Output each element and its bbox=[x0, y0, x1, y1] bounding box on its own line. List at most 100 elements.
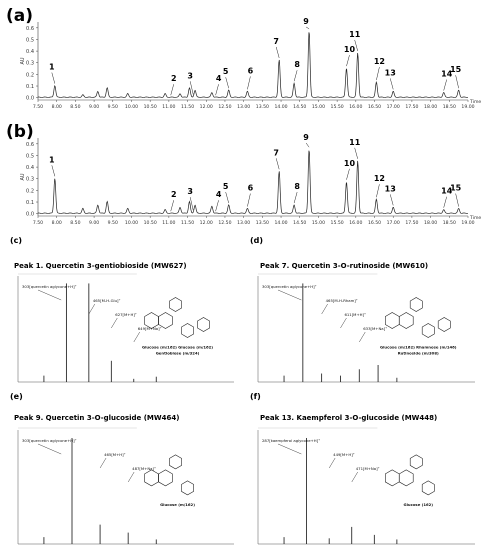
ion-annotation: 471[M+Na]⁺ bbox=[356, 466, 380, 471]
ion-annotation: 465[M-H-Rham]⁺ bbox=[326, 298, 358, 303]
peak-pointer bbox=[305, 26, 310, 30]
x-tick-label: 12.00 bbox=[200, 220, 213, 226]
x-tick-label: 15.00 bbox=[312, 220, 325, 226]
peak-label: 10 bbox=[344, 159, 356, 168]
spectrum-c: Glucose (m/162) Glucose (m/162)Gentiobio… bbox=[17, 273, 234, 383]
x-tick-label: 18.50 bbox=[443, 220, 456, 226]
peak-label: 8 bbox=[294, 182, 300, 191]
ion-pointer bbox=[329, 457, 336, 469]
sugar-caption: Glucose (162) bbox=[403, 502, 433, 507]
structure-ring bbox=[169, 454, 182, 470]
ion-pointer bbox=[88, 303, 96, 315]
ion-annotation: 465[M-H-Glu]⁺ bbox=[93, 298, 121, 303]
peak-label: 14 bbox=[441, 187, 453, 196]
x-tick-label: 18.00 bbox=[424, 104, 437, 110]
y-tick-label: 0.2 bbox=[26, 72, 34, 78]
x-tick-label: 11.00 bbox=[162, 104, 175, 110]
x-axis-label: Time bbox=[469, 99, 481, 105]
y-tick-label: 0.5 bbox=[26, 37, 34, 43]
sugar-caption: Glucose (m/162) bbox=[160, 502, 195, 507]
structure-ring bbox=[399, 469, 414, 487]
x-tick-label: 14.50 bbox=[293, 220, 306, 226]
peak-pointer bbox=[346, 55, 350, 67]
x-tick-label: 10.50 bbox=[144, 220, 157, 226]
x-tick-label: 8.00 bbox=[52, 104, 62, 110]
ion-annotation: 287[kaempferol aglycone+H]⁺ bbox=[262, 438, 320, 443]
peak-label: 7 bbox=[273, 37, 279, 46]
peak-pointer bbox=[443, 196, 447, 208]
y-tick-label: 0.4 bbox=[26, 49, 34, 55]
peak-pointer bbox=[189, 81, 194, 95]
x-tick-label: 9.00 bbox=[89, 104, 99, 110]
sugar-caption: Glucose (m/162) Rhamnose (m/146) bbox=[380, 345, 457, 350]
ion-pointer bbox=[111, 317, 118, 329]
chromatogram-trace bbox=[37, 150, 469, 214]
x-tick-label: 17.00 bbox=[387, 104, 400, 110]
x-tick-label: 16.00 bbox=[349, 220, 362, 226]
peak-pointer bbox=[389, 194, 394, 206]
y-tick-label: 0.0 bbox=[26, 96, 34, 102]
peak-label: 1 bbox=[49, 155, 55, 164]
panel-b: (b) 0.0 0.1 0.2 0.3 0.4 0.5 0.6 AU 7.50 8.00 8.50 9… bbox=[0, 116, 481, 234]
x-tick-label: 10.50 bbox=[144, 104, 157, 110]
peak-pointer bbox=[215, 84, 219, 96]
structure-ring bbox=[385, 469, 400, 487]
structure-ring bbox=[158, 312, 173, 329]
sugar-ring bbox=[181, 323, 194, 338]
y-tick-label: 0.5 bbox=[26, 153, 34, 159]
x-tick-label: 14.00 bbox=[274, 104, 287, 110]
peak-label: 5 bbox=[223, 182, 229, 191]
sugar-ring bbox=[197, 317, 210, 332]
peak-label: 13 bbox=[385, 68, 396, 77]
peak-pointer bbox=[225, 191, 229, 204]
y-tick-label: 0.6 bbox=[26, 26, 34, 32]
ion-pointer bbox=[37, 289, 62, 301]
peak-label: 15 bbox=[450, 184, 462, 193]
x-tick-label: 13.00 bbox=[237, 104, 250, 110]
ion-annotation: 303[quercetin aglycone+H]⁺ bbox=[22, 438, 77, 443]
peak-label: 7 bbox=[273, 148, 279, 157]
x-tick-label: 11.00 bbox=[162, 220, 175, 226]
x-tick-label: 18.00 bbox=[424, 220, 437, 226]
peak-label: 11 bbox=[349, 138, 361, 147]
chromatogram-trace bbox=[37, 32, 469, 98]
sugar-caption: Glucose (m/162) Glucose (m/162) bbox=[142, 345, 213, 350]
x-tick-label: 15.00 bbox=[312, 104, 325, 110]
x-tick-label: 13.00 bbox=[237, 220, 250, 226]
ion-pointer bbox=[37, 443, 62, 455]
structure-ring bbox=[169, 297, 182, 312]
x-tick-label: 9.50 bbox=[108, 104, 118, 110]
x-tick-label: 10.00 bbox=[125, 104, 138, 110]
ion-annotation: 649[M+Na]⁺ bbox=[138, 326, 162, 331]
x-tick-label: 10.00 bbox=[125, 220, 138, 226]
panel-label-a: (a) bbox=[6, 6, 34, 26]
peak-label: 1 bbox=[49, 63, 55, 72]
peak-pointer bbox=[376, 184, 380, 198]
peak-label: 9 bbox=[303, 17, 309, 26]
panel-label-b: (b) bbox=[6, 122, 34, 142]
x-tick-label: 15.50 bbox=[331, 104, 344, 110]
y-axis-label: AU bbox=[20, 57, 26, 64]
x-tick-label: 12.50 bbox=[218, 220, 231, 226]
ion-pointer bbox=[340, 317, 347, 329]
peak-label: 12 bbox=[374, 174, 385, 183]
x-tick-label: 9.50 bbox=[108, 220, 118, 226]
y-tick-label: 0.2 bbox=[26, 188, 34, 194]
spectrum-f: Glucose (162) 287[kaempferol aglycone+H]⁺… bbox=[257, 427, 475, 545]
x-tick-label: 16.50 bbox=[368, 220, 381, 226]
structure-ring bbox=[385, 312, 400, 329]
ion-annotation: 627[M+H]⁺ bbox=[115, 312, 137, 317]
panel-label-d: (d) bbox=[250, 236, 264, 245]
peak-label: 2 bbox=[171, 190, 177, 199]
ion-annotation: 611[M+H]⁺ bbox=[344, 312, 366, 317]
x-tick-label: 17.50 bbox=[405, 104, 418, 110]
sugar-ring bbox=[421, 323, 435, 338]
structure-ring bbox=[409, 454, 423, 470]
spectrum-e: Glucose (m/162) 303[quercetin aglycone+H]… bbox=[17, 427, 234, 545]
peak-label: 3 bbox=[187, 187, 193, 196]
x-tick-label: 14.00 bbox=[274, 220, 287, 226]
ion-annotation: 465[M+H]⁺ bbox=[104, 452, 126, 457]
sugar-caption: Rutinoside (m/308) bbox=[398, 351, 439, 356]
ion-annotation: 487[M+Na]⁺ bbox=[132, 466, 156, 471]
peak-pointer bbox=[443, 79, 447, 91]
